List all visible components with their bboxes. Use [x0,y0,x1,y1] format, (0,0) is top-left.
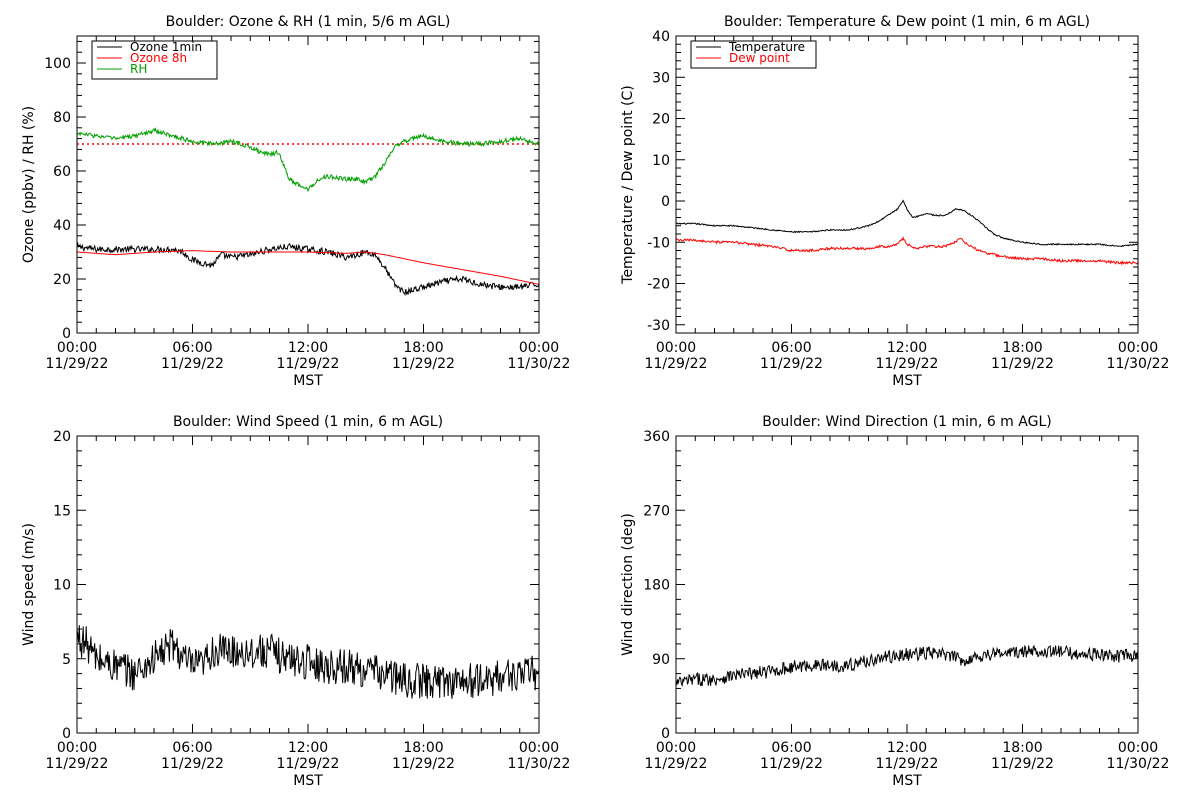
y-tick-label: 30 [652,70,670,86]
x-tick-date: 11/29/22 [392,756,455,772]
x-tick-time: 00:00 [57,740,97,756]
x-tick-date: 11/29/22 [161,756,224,772]
plot-frame [76,435,540,734]
x-tick-time: 06:00 [172,740,212,756]
x-tick-time: 00:00 [519,740,559,756]
series-line-1 [77,241,539,297]
x-tick-time: 00:00 [656,340,696,356]
y-tick-label: 20 [53,429,71,445]
y-tick-label: 5 [62,652,71,668]
x-tick-time: 00:00 [519,340,559,356]
x-tick-date: 11/29/22 [392,356,455,372]
chart-panel-3: Boulder: Wind Speed (1 min, 6 m AGL) 0 5 10… [21,414,570,789]
x-tick-time: 18:00 [403,340,443,356]
y-tick-label: -30 [647,318,670,334]
x-tick-time: 18:00 [403,740,443,756]
series-line-1 [77,625,539,699]
x-tick-date: 11/30/22 [1107,756,1170,772]
y-tick-label: 100 [44,56,71,72]
y-tick-label: 90 [652,652,670,668]
x-tick-time: 00:00 [656,740,696,756]
series-line-1 [676,644,1138,688]
chart-title: Boulder: Wind Speed (1 min, 6 m AGL) [173,414,443,430]
chart-panel-4: Boulder: Wind Direction (1 min, 6 m AGL)… [620,414,1169,789]
plot-frame [675,435,1139,734]
y-tick-label: 40 [652,29,670,45]
chart-title: Boulder: Temperature & Dew point (1 min,… [724,14,1090,30]
series-line-3 [77,127,539,193]
x-tick-date: 11/29/22 [46,756,109,772]
y-tick-label: 20 [53,272,71,288]
x-tick-date: 11/30/22 [508,756,571,772]
y-tick-label: -20 [647,277,670,293]
x-axis-label: MST [293,373,323,389]
y-tick-label: 40 [53,218,71,234]
x-tick-time: 12:00 [887,340,927,356]
legend-entry: Ozone 8h [130,51,187,65]
series-line-2 [77,250,539,285]
x-tick-time: 00:00 [1118,340,1158,356]
legend-box [690,40,817,69]
x-tick-date: 11/29/22 [277,756,340,772]
legend-entry: Temperature [728,40,805,54]
y-tick-label: 0 [661,194,670,210]
chart-panel-2: Boulder: Temperature & Dew point (1 min,… [620,14,1169,389]
x-tick-date: 11/29/22 [46,356,109,372]
x-tick-date: 11/30/22 [1107,356,1170,372]
y-axis-label: Ozone (ppbv) / RH (%) [21,106,37,263]
x-tick-time: 12:00 [288,340,328,356]
x-tick-date: 11/30/22 [508,356,571,372]
y-tick-label: 80 [53,110,71,126]
y-tick-label: 10 [53,578,71,594]
x-tick-date: 11/29/22 [876,756,939,772]
x-tick-date: 11/29/22 [991,356,1054,372]
x-tick-date: 11/29/22 [645,356,708,372]
x-axis-label: MST [293,773,323,789]
y-tick-label: 360 [643,429,670,445]
x-tick-time: 18:00 [1002,340,1042,356]
y-tick-label: 20 [652,112,670,128]
x-tick-date: 11/29/22 [760,756,823,772]
x-tick-date: 11/29/22 [277,356,340,372]
x-tick-time: 06:00 [771,340,811,356]
y-axis-label: Wind speed (m/s) [21,523,37,646]
y-tick-label: 0 [661,726,670,742]
x-tick-date: 11/29/22 [991,756,1054,772]
x-tick-time: 12:00 [288,740,328,756]
y-tick-label: -10 [647,235,670,251]
y-tick-label: 0 [62,326,71,342]
legend-entry: Dew point [729,51,790,65]
series-line-2 [676,235,1138,266]
x-tick-date: 11/29/22 [645,756,708,772]
y-axis-label: Wind direction (deg) [620,513,636,656]
x-tick-time: 06:00 [771,740,811,756]
x-tick-time: 18:00 [1002,740,1042,756]
x-tick-time: 12:00 [887,740,927,756]
x-axis-label: MST [892,773,922,789]
x-tick-time: 06:00 [172,340,212,356]
y-axis-label: Temperature / Dew point (C) [620,85,636,284]
y-tick-label: 10 [652,153,670,169]
x-tick-time: 00:00 [57,340,97,356]
y-tick-label: 270 [643,503,670,519]
y-tick-label: 0 [62,726,71,742]
x-tick-date: 11/29/22 [876,356,939,372]
legend-entry: RH [130,62,147,76]
x-tick-time: 00:00 [1118,740,1158,756]
series-line-1 [676,199,1138,248]
legend-entry: Ozone 1min [130,40,202,54]
y-tick-label: 60 [53,164,71,180]
chart-panel-1: Boulder: Ozone & RH (1 min, 5/6 m AGL) 0 2… [21,14,570,389]
x-axis-label: MST [892,373,922,389]
x-tick-date: 11/29/22 [760,356,823,372]
chart-title: Boulder: Wind Direction (1 min, 6 m AGL) [762,414,1051,430]
y-tick-label: 15 [53,503,71,519]
y-tick-label: 180 [643,578,670,594]
plot-frame [76,35,540,334]
plot-frame [675,35,1139,334]
x-tick-date: 11/29/22 [161,356,224,372]
chart-title: Boulder: Ozone & RH (1 min, 5/6 m AGL) [166,14,451,30]
